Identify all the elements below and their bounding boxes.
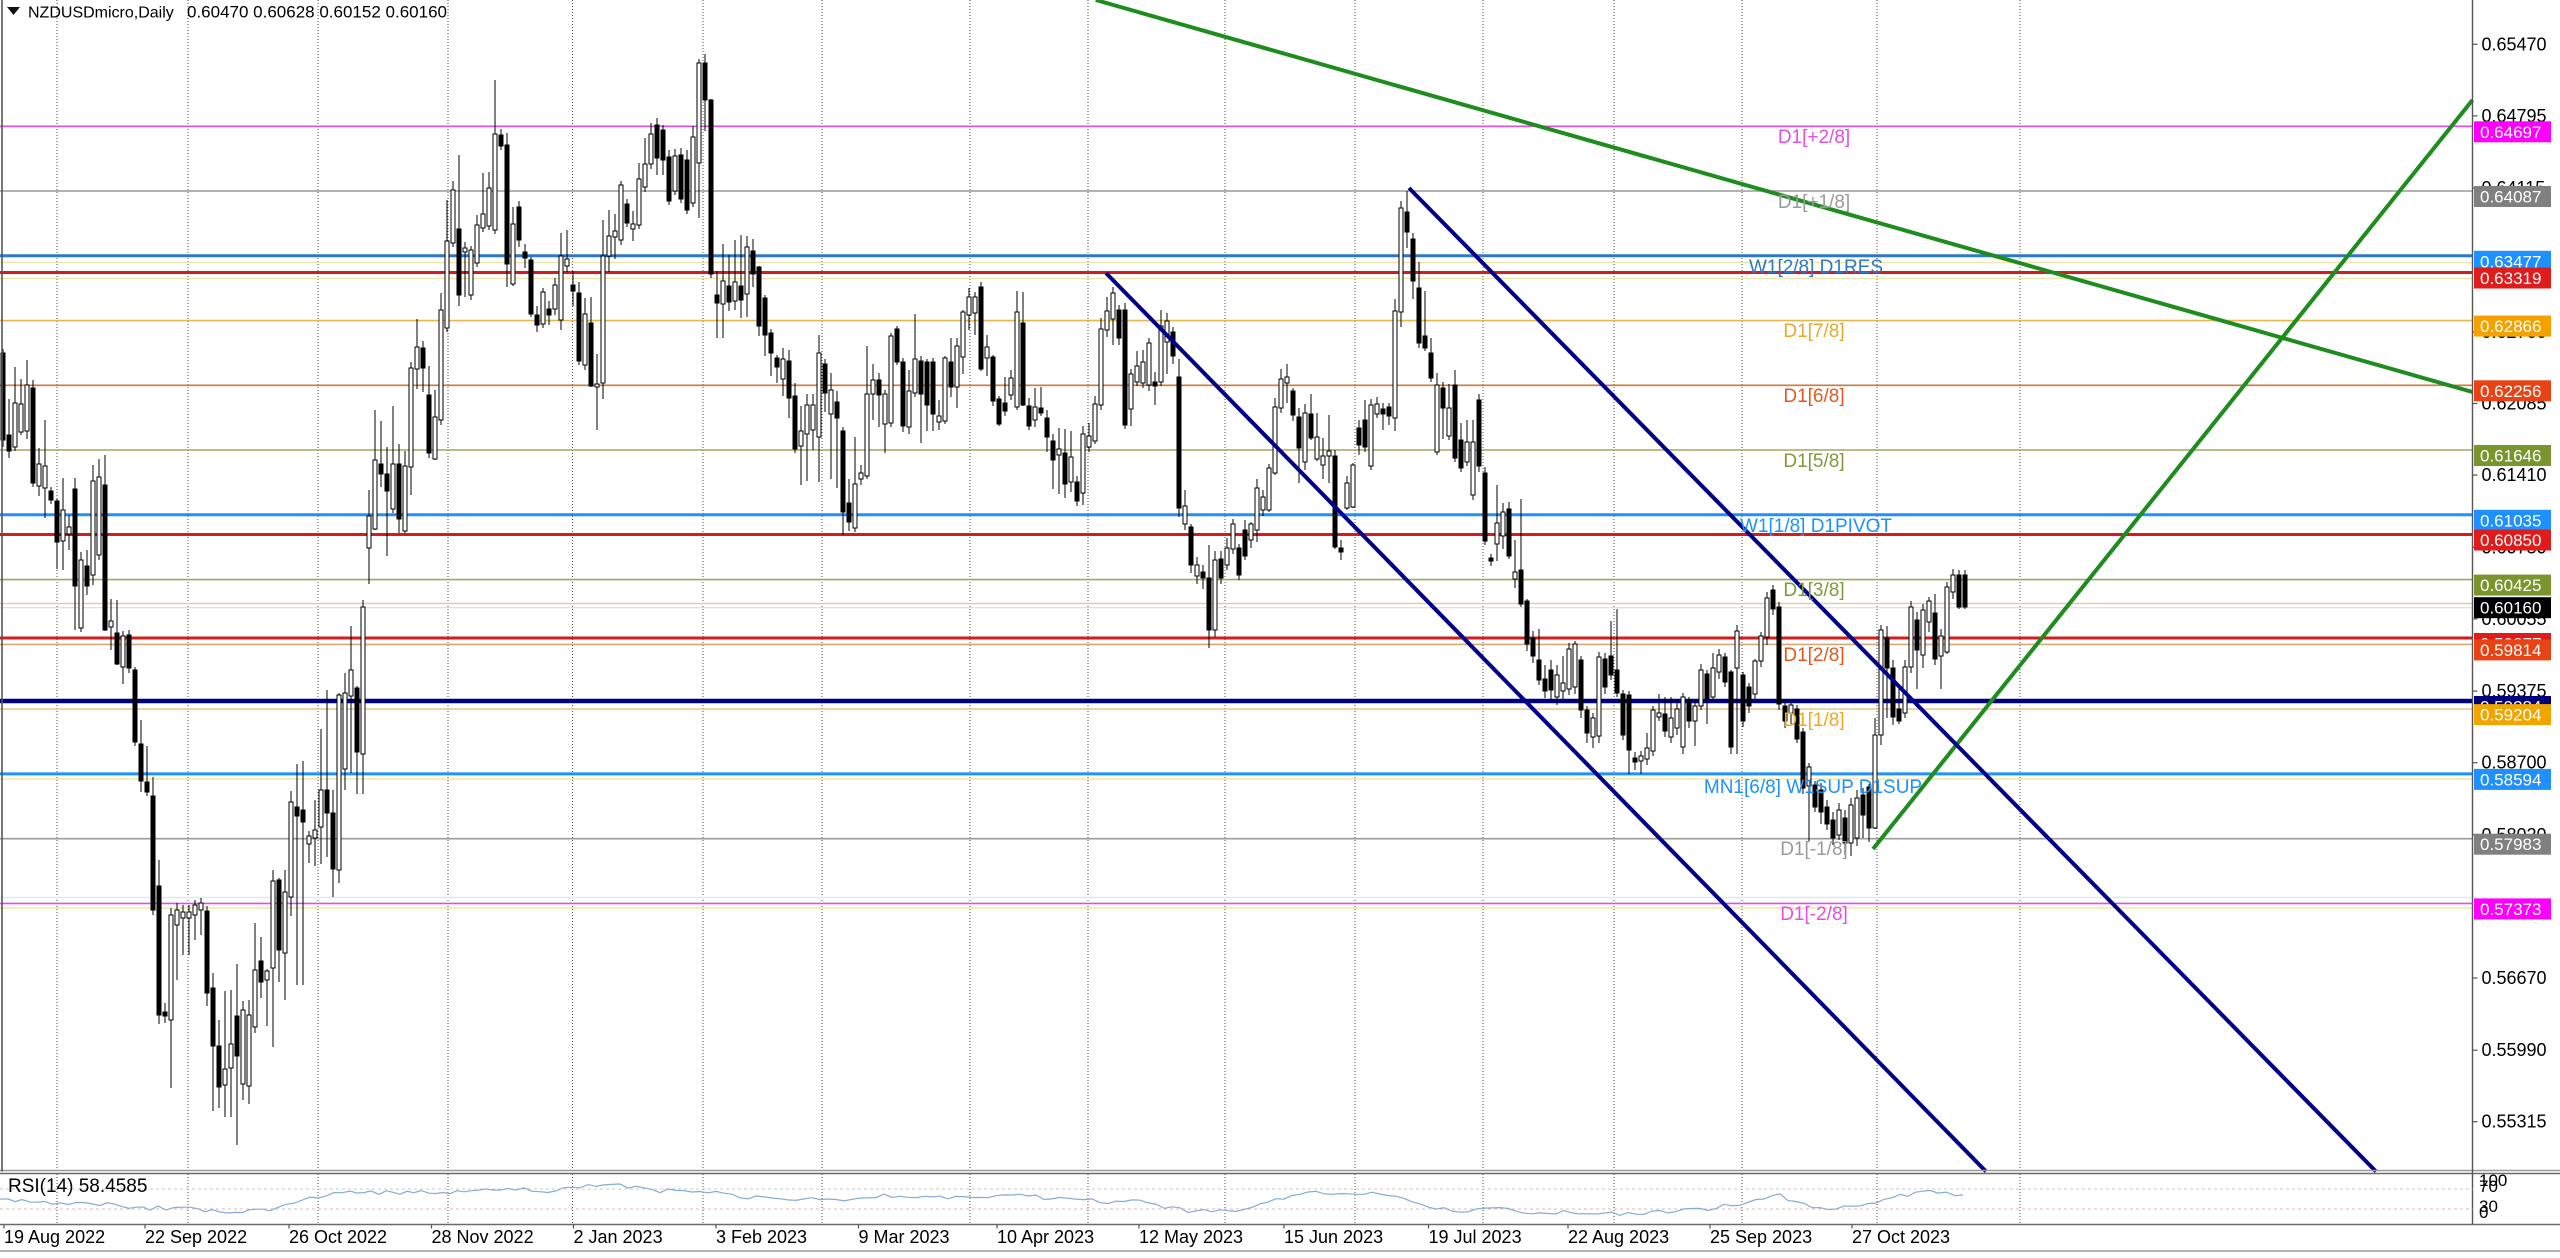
svg-text:W1[2/8] D1RES: W1[2/8] D1RES xyxy=(1749,257,1883,278)
svg-text:D1[1/8]: D1[1/8] xyxy=(1783,710,1844,731)
svg-text:30: 30 xyxy=(2479,1197,2498,1216)
svg-text:0.64087: 0.64087 xyxy=(2480,188,2541,207)
svg-text:0.61410: 0.61410 xyxy=(2482,465,2547,485)
svg-text:0.55315: 0.55315 xyxy=(2482,1112,2547,1132)
svg-text:15 Jun 2023: 15 Jun 2023 xyxy=(1284,1227,1383,1247)
svg-text:0.58700: 0.58700 xyxy=(2482,753,2547,773)
svg-text:D1[2/8]: D1[2/8] xyxy=(1783,645,1844,666)
svg-text:26 Oct 2022: 26 Oct 2022 xyxy=(289,1227,387,1247)
svg-text:0.59204: 0.59204 xyxy=(2480,706,2541,725)
svg-text:D1[-1/8]: D1[-1/8] xyxy=(1780,839,1848,860)
svg-text:D1[+2/8]: D1[+2/8] xyxy=(1778,127,1850,148)
svg-text:0.65470: 0.65470 xyxy=(2482,34,2547,54)
svg-text:D1[-2/8]: D1[-2/8] xyxy=(1780,904,1848,925)
svg-text:0.57983: 0.57983 xyxy=(2480,835,2541,854)
svg-text:28 Nov 2022: 28 Nov 2022 xyxy=(432,1227,534,1247)
svg-text:0.55990: 0.55990 xyxy=(2482,1040,2547,1060)
svg-text:0.57373: 0.57373 xyxy=(2480,900,2541,919)
svg-text:0.62256: 0.62256 xyxy=(2480,382,2541,401)
svg-text:MN1[6/8] W1SUP D1SUP: MN1[6/8] W1SUP D1SUP xyxy=(1704,777,1922,798)
svg-text:22 Aug 2023: 22 Aug 2023 xyxy=(1568,1227,1669,1247)
svg-text:19 Jul 2023: 19 Jul 2023 xyxy=(1429,1227,1522,1247)
svg-text:27 Oct 2023: 27 Oct 2023 xyxy=(1852,1227,1950,1247)
svg-text:0.62866: 0.62866 xyxy=(2480,317,2541,336)
svg-text:10 Apr 2023: 10 Apr 2023 xyxy=(997,1227,1094,1247)
svg-text:0.58594: 0.58594 xyxy=(2480,770,2541,789)
svg-text:0.61035: 0.61035 xyxy=(2480,511,2541,530)
svg-text:25 Sep 2023: 25 Sep 2023 xyxy=(1710,1227,1812,1247)
svg-text:70: 70 xyxy=(2479,1177,2498,1196)
svg-text:0.63477: 0.63477 xyxy=(2480,252,2541,271)
svg-text:D1[3/8]: D1[3/8] xyxy=(1783,580,1844,601)
svg-text:0.59814: 0.59814 xyxy=(2480,641,2541,660)
svg-text:D1[+1/8]: D1[+1/8] xyxy=(1778,192,1850,213)
svg-text:0.56670: 0.56670 xyxy=(2482,968,2547,988)
svg-text:0.61646: 0.61646 xyxy=(2480,447,2541,466)
svg-text:NZDUSDmicro,Daily: NZDUSDmicro,Daily xyxy=(28,5,174,22)
svg-text:RSI(14) 58.4585: RSI(14) 58.4585 xyxy=(8,1176,147,1197)
svg-text:0.60160: 0.60160 xyxy=(2480,599,2541,618)
svg-text:12 May 2023: 12 May 2023 xyxy=(1139,1227,1243,1247)
svg-text:0.60470 0.60628 0.60152 0.6016: 0.60470 0.60628 0.60152 0.60160 xyxy=(187,3,447,22)
svg-text:19 Aug 2022: 19 Aug 2022 xyxy=(4,1227,105,1247)
svg-text:0.60850: 0.60850 xyxy=(2480,531,2541,550)
svg-text:W1[1/8] D1PIVOT: W1[1/8] D1PIVOT xyxy=(1740,516,1892,537)
svg-text:22 Sep 2022: 22 Sep 2022 xyxy=(145,1227,247,1247)
svg-text:0.60425: 0.60425 xyxy=(2480,576,2541,595)
svg-text:2 Jan 2023: 2 Jan 2023 xyxy=(574,1227,663,1247)
svg-text:D1[6/8]: D1[6/8] xyxy=(1783,386,1844,407)
svg-text:0: 0 xyxy=(2479,1203,2488,1222)
svg-text:3 Feb 2023: 3 Feb 2023 xyxy=(716,1227,807,1247)
svg-text:0.64697: 0.64697 xyxy=(2480,123,2541,142)
svg-text:9 Mar 2023: 9 Mar 2023 xyxy=(859,1227,950,1247)
svg-text:0.64795: 0.64795 xyxy=(2482,106,2547,126)
svg-text:0.63319: 0.63319 xyxy=(2480,269,2541,288)
svg-text:100: 100 xyxy=(2479,1171,2507,1190)
svg-text:D1[5/8]: D1[5/8] xyxy=(1783,451,1844,472)
svg-text:D1[7/8]: D1[7/8] xyxy=(1783,321,1844,342)
